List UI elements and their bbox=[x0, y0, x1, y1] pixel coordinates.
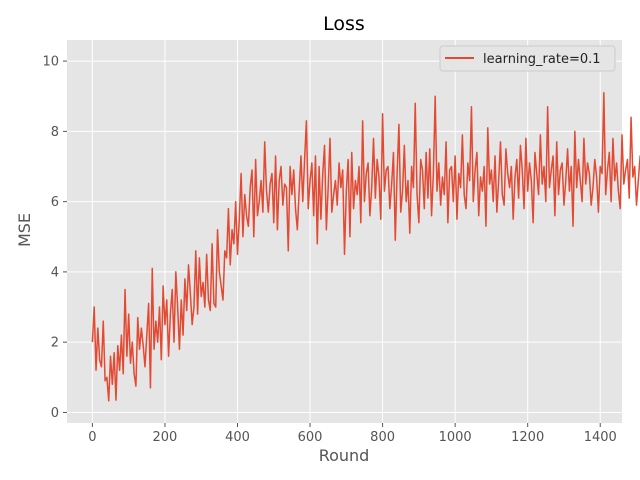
y-tick-label: 10 bbox=[42, 55, 59, 70]
y-axis-label: MSE bbox=[15, 213, 34, 247]
grid-lines bbox=[67, 40, 622, 423]
x-tick-label: 800 bbox=[370, 430, 395, 445]
x-tick-label: 600 bbox=[298, 430, 323, 445]
x-tick-label: 200 bbox=[153, 430, 178, 445]
y-tick-label: 4 bbox=[51, 265, 59, 280]
x-tick-label: 1000 bbox=[439, 430, 472, 445]
x-tick-label: 1400 bbox=[584, 430, 617, 445]
y-tick-label: 2 bbox=[51, 336, 59, 351]
y-tick-label: 0 bbox=[51, 406, 59, 421]
x-tick-label: 1200 bbox=[511, 430, 544, 445]
x-tick-label: 400 bbox=[225, 430, 250, 445]
series-line bbox=[91, 91, 640, 402]
y-axis-ticks: 0 2 4 6 8 10 bbox=[42, 55, 67, 421]
legend-label: learning_rate=0.1 bbox=[483, 52, 601, 67]
series-group bbox=[91, 91, 640, 402]
y-tick-label: 8 bbox=[51, 125, 59, 140]
legend-box bbox=[439, 45, 616, 72]
y-tick-label: 6 bbox=[51, 195, 59, 210]
x-axis-label: Round bbox=[319, 446, 370, 465]
chart-title: Loss bbox=[323, 13, 365, 35]
x-tick-label: 0 bbox=[88, 430, 96, 445]
x-axis-ticks: 0 200 400 600 800 1000 1200 1400 bbox=[88, 423, 617, 445]
legend: learning_rate=0.1 bbox=[439, 45, 616, 72]
